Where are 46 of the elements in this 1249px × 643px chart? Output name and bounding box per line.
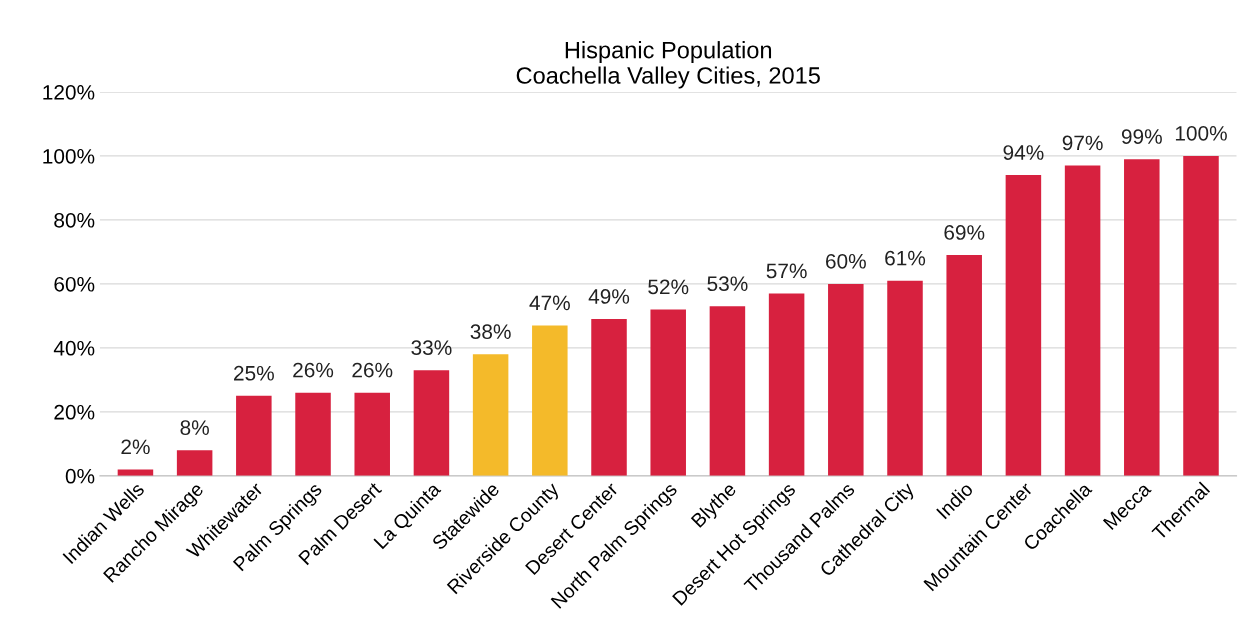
- y-tick-label: 120%: [43, 84, 95, 100]
- data-label: 97%: [1062, 135, 1103, 151]
- data-label: 99%: [1121, 129, 1162, 144]
- data-label: 69%: [944, 225, 985, 240]
- data-label: 60%: [826, 253, 866, 269]
- bar: [117, 469, 154, 476]
- data-label: 8%: [180, 420, 209, 435]
- bar: [887, 280, 923, 476]
- data-label: 49%: [588, 289, 630, 304]
- bar: [1183, 155, 1219, 476]
- data-label: 94%: [1003, 145, 1044, 160]
- bar: [413, 370, 450, 476]
- bar: [236, 395, 272, 476]
- y-tick-label: 60%: [54, 276, 95, 292]
- y-tick-label: 100%: [43, 148, 95, 164]
- y-tick-label: 20%: [54, 404, 95, 420]
- data-label: 61%: [885, 250, 926, 266]
- y-tick-label: 40%: [53, 340, 95, 356]
- data-label: 26%: [293, 362, 334, 378]
- data-label: 57%: [766, 263, 807, 279]
- bar: [1124, 159, 1160, 476]
- data-label: 25%: [234, 365, 274, 381]
- bar: [650, 309, 686, 476]
- bar: [1064, 165, 1101, 476]
- data-label: 47%: [529, 295, 570, 311]
- bar: [472, 354, 509, 476]
- bar: [946, 255, 982, 476]
- bar: [176, 450, 213, 476]
- data-label: 2%: [121, 439, 150, 455]
- data-label: 100%: [1175, 125, 1227, 141]
- bar: [828, 283, 864, 476]
- bar: [532, 325, 568, 476]
- y-tick-label: 0%: [65, 468, 95, 484]
- data-label: 53%: [707, 276, 748, 292]
- chart-title: Hispanic Population Coachella Valley Cities, 2015: [516, 41, 820, 89]
- bar: [768, 293, 805, 476]
- data-label: 52%: [648, 279, 689, 295]
- bar: [1005, 175, 1042, 476]
- bar: [709, 306, 746, 476]
- data-label: 33%: [411, 340, 452, 356]
- bar: [591, 319, 627, 476]
- data-label: 38%: [470, 324, 511, 340]
- data-label: 26%: [352, 362, 393, 378]
- bar: [295, 392, 331, 476]
- y-tick-label: 80%: [54, 212, 95, 228]
- bar: [354, 392, 390, 476]
